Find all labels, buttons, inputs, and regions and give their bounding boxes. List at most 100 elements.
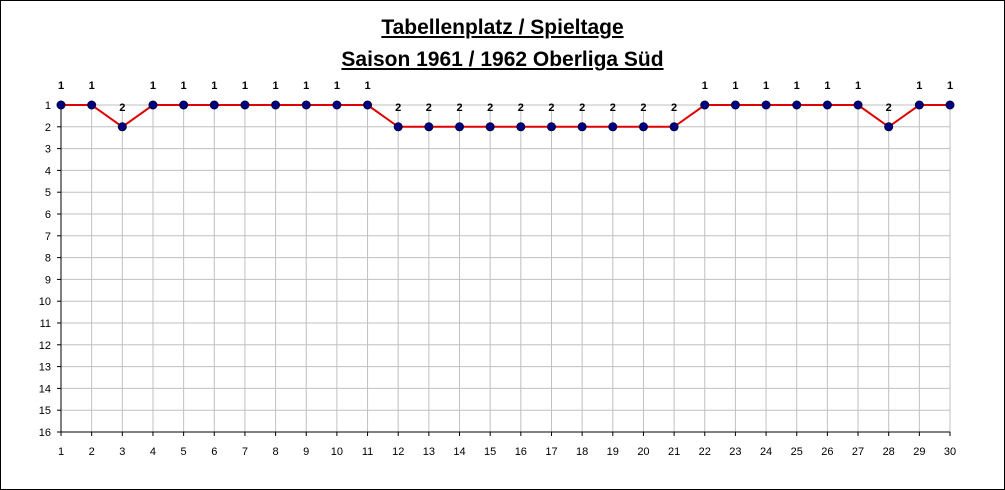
- data-label: 1: [242, 80, 248, 92]
- data-point: [638, 122, 648, 132]
- x-tick-label: 22: [699, 446, 711, 458]
- data-label: 1: [855, 80, 861, 92]
- data-label: 1: [181, 80, 187, 92]
- x-tick-label: 24: [760, 446, 772, 458]
- data-point: [424, 122, 434, 132]
- y-tick-label: 8: [45, 253, 51, 265]
- y-tick-label: 12: [39, 340, 51, 352]
- data-point: [669, 122, 679, 132]
- data-label: 1: [916, 80, 922, 92]
- data-point: [271, 100, 281, 110]
- data-label: 1: [732, 80, 738, 92]
- data-point: [884, 122, 894, 132]
- x-axis-ticks: 1 2 3 4 5 6 7 8 9 10 11 12 13 14 15 16 17 18 19 20 21 22 23 24 2…: [58, 432, 956, 458]
- x-tick-label: 12: [392, 446, 404, 458]
- x-tick-label: 20: [637, 446, 649, 458]
- y-tick-label: 16: [39, 427, 51, 439]
- chart-subtitle: Saison 1961 / 1962 Oberliga Süd: [341, 48, 664, 71]
- y-tick-label: 15: [39, 405, 51, 417]
- x-tick-label: 3: [119, 446, 125, 458]
- x-tick-label: 2: [89, 446, 95, 458]
- y-tick-label: 7: [45, 231, 51, 243]
- data-label: 2: [487, 102, 493, 114]
- data-point: [914, 100, 924, 110]
- y-tick-label: 13: [39, 362, 51, 374]
- data-point: [363, 100, 373, 110]
- data-label: 1: [702, 80, 708, 92]
- y-tick-label: 3: [45, 144, 51, 156]
- x-tick-label: 7: [242, 446, 248, 458]
- data-label: 1: [89, 80, 95, 92]
- series-ranking: [61, 104, 950, 129]
- x-tick-label: 14: [453, 446, 465, 458]
- data-point: [577, 122, 587, 132]
- chart-title: Tabellenplatz / Spieltage: [381, 16, 624, 39]
- x-tick-label: 26: [821, 446, 833, 458]
- data-point: [301, 100, 311, 110]
- grid-lines: [60, 104, 951, 433]
- data-point: [179, 100, 189, 110]
- x-tick-label: 5: [181, 446, 187, 458]
- data-point: [792, 100, 802, 110]
- data-label: 2: [119, 102, 125, 114]
- x-tick-label: 29: [913, 446, 925, 458]
- data-point: [209, 100, 219, 110]
- data-point: [332, 100, 342, 110]
- data-point: [730, 100, 740, 110]
- data-point: [87, 100, 97, 110]
- x-tick-label: 30: [944, 446, 956, 458]
- data-label: 2: [426, 102, 432, 114]
- data-label: 2: [610, 102, 616, 114]
- data-point: [822, 100, 832, 110]
- x-tick-label: 28: [883, 446, 895, 458]
- y-tick-label: 11: [40, 318, 51, 330]
- data-label: 2: [579, 102, 585, 114]
- data-point: [117, 122, 127, 132]
- x-tick-label: 11: [362, 446, 373, 458]
- y-tick-label: 1: [45, 100, 51, 112]
- x-tick-label: 27: [852, 446, 864, 458]
- x-tick-label: 10: [331, 446, 343, 458]
- x-tick-label: 18: [576, 446, 588, 458]
- data-point: [148, 100, 158, 110]
- y-tick-label: 5: [45, 187, 51, 199]
- x-tick-label: 25: [791, 446, 803, 458]
- series-line: [61, 104, 950, 129]
- x-tick-label: 17: [545, 446, 557, 458]
- data-point: [546, 122, 556, 132]
- x-tick-label: 8: [273, 446, 279, 458]
- data-label: 1: [824, 80, 830, 92]
- data-label: 1: [364, 80, 370, 92]
- data-point: [240, 100, 250, 110]
- data-point: [853, 100, 863, 110]
- data-label: 2: [395, 102, 401, 114]
- y-tick-label: 4: [45, 165, 51, 177]
- x-tick-label: 13: [423, 446, 435, 458]
- x-tick-label: 19: [607, 446, 619, 458]
- data-point: [393, 122, 403, 132]
- y-tick-label: 9: [45, 274, 51, 286]
- x-tick-label: 9: [303, 446, 309, 458]
- data-point: [608, 122, 618, 132]
- y-tick-label: 6: [45, 209, 51, 221]
- y-tick-label: 14: [39, 383, 51, 395]
- data-label: 1: [150, 80, 156, 92]
- data-label: 1: [273, 80, 279, 92]
- y-tick-label: 2: [45, 122, 51, 134]
- data-point: [761, 100, 771, 110]
- data-label: 1: [763, 80, 769, 92]
- data-labels: 1 1 2 1 1 1 1 1 1 1 1 2 2 2 2 2 2 2 2 2 2 1 1 1 1 1 1 2 1 1: [58, 80, 953, 114]
- x-tick-label: 1: [58, 446, 64, 458]
- data-point: [56, 100, 66, 110]
- data-label: 1: [211, 80, 217, 92]
- data-point: [485, 122, 495, 132]
- data-label: 2: [640, 102, 646, 114]
- data-point: [455, 122, 465, 132]
- y-tick-label: 10: [39, 296, 51, 308]
- data-label: 2: [886, 102, 892, 114]
- data-label: 1: [303, 80, 309, 92]
- series-markers: [56, 100, 955, 132]
